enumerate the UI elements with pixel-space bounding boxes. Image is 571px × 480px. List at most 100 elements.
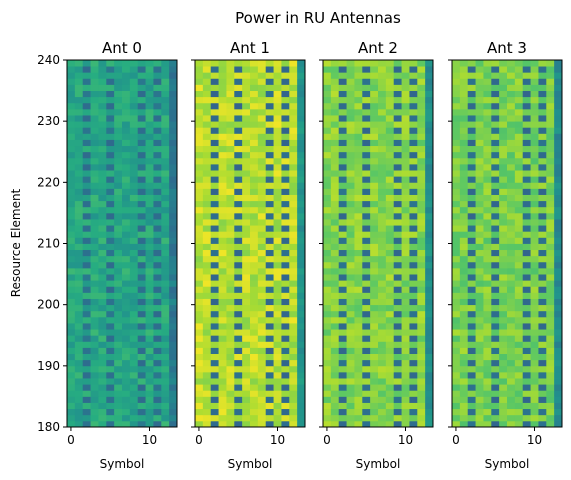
heatmap-cell xyxy=(554,72,563,79)
heatmap-cell xyxy=(538,292,547,299)
heatmap-cell xyxy=(122,286,131,293)
heatmap-cell xyxy=(67,378,76,385)
heatmap-cell xyxy=(202,170,212,177)
heatmap-cell xyxy=(257,170,267,177)
heatmap-cell xyxy=(161,206,170,214)
heatmap-cell xyxy=(378,78,387,85)
heatmap-cell xyxy=(273,341,282,348)
heatmap-cell xyxy=(257,396,267,403)
heatmap-cell xyxy=(297,353,306,361)
heatmap-cell xyxy=(393,200,402,208)
heatmap-cell xyxy=(385,188,395,195)
heatmap-cell xyxy=(145,359,154,367)
heatmap-cell xyxy=(530,102,539,110)
heatmap-cell xyxy=(522,163,531,171)
heatmap-cell xyxy=(161,212,170,220)
heatmap-cell xyxy=(153,115,162,122)
heatmap-cell xyxy=(346,133,355,140)
heatmap-cell xyxy=(538,402,547,410)
heatmap-cell xyxy=(289,261,298,269)
heatmap-cell xyxy=(491,298,500,306)
heatmap-cell xyxy=(409,353,418,361)
heatmap-cell xyxy=(74,261,84,269)
heatmap-cell xyxy=(483,212,492,220)
heatmap-cell xyxy=(323,200,332,208)
heatmap-cell xyxy=(195,133,204,140)
heatmap-cell xyxy=(297,261,306,269)
heatmap-cell xyxy=(507,66,516,73)
heatmap-cell xyxy=(362,108,371,116)
heatmap-cell xyxy=(234,249,243,257)
heatmap-cell xyxy=(202,188,212,195)
heatmap-cell xyxy=(483,408,492,416)
heatmap-cell xyxy=(265,121,274,128)
heatmap-cell xyxy=(323,414,332,422)
heatmap-cell xyxy=(202,219,212,226)
heatmap-cell xyxy=(250,78,259,85)
heatmap-cell xyxy=(459,145,469,153)
heatmap-cell xyxy=(234,115,243,122)
heatmap-cell xyxy=(452,133,461,140)
heatmap-cell xyxy=(98,182,107,189)
heatmap-cell xyxy=(425,206,434,214)
heatmap-cell xyxy=(145,396,154,403)
heatmap-cell xyxy=(289,329,298,336)
heatmap-cell xyxy=(483,151,492,159)
heatmap-cell xyxy=(273,292,282,299)
heatmap-cell xyxy=(250,90,259,98)
heatmap-cell xyxy=(218,420,227,428)
heatmap-cell xyxy=(234,108,243,116)
heatmap-cell xyxy=(74,60,84,67)
heatmap-cell xyxy=(467,384,476,391)
heatmap-cell xyxy=(153,108,162,116)
heatmap-cell xyxy=(483,414,492,422)
heatmap-cell xyxy=(452,163,461,171)
heatmap-cell xyxy=(483,72,492,79)
heatmap-cell xyxy=(354,66,363,73)
heatmap-cell xyxy=(378,157,387,165)
heatmap-cell xyxy=(530,157,539,165)
heatmap-cell xyxy=(530,194,539,202)
heatmap-cell xyxy=(459,286,469,293)
heatmap-cell xyxy=(546,133,555,140)
heatmap-cell xyxy=(195,145,204,153)
heatmap-cell xyxy=(106,286,115,293)
heatmap-cell xyxy=(346,206,355,214)
heatmap-cell xyxy=(323,157,332,165)
heatmap-cell xyxy=(467,66,476,73)
heatmap-cell xyxy=(297,151,306,159)
heatmap-cell xyxy=(289,151,298,159)
heatmap-cell xyxy=(346,176,355,183)
heatmap-cell xyxy=(90,323,99,330)
heatmap-cell xyxy=(289,267,298,275)
heatmap-cell xyxy=(98,329,107,336)
heatmap-cell xyxy=(273,127,282,134)
heatmap-cell xyxy=(475,249,484,257)
heatmap-cell xyxy=(195,90,204,98)
heatmap-cell xyxy=(129,316,139,324)
heatmap-cell xyxy=(210,408,219,416)
heatmap-cell xyxy=(153,225,162,232)
heatmap-cell xyxy=(98,353,107,361)
heatmap-cell xyxy=(323,127,332,134)
heatmap-cell xyxy=(82,243,91,251)
heatmap-cell xyxy=(273,219,282,226)
heatmap-cell xyxy=(354,157,363,165)
heatmap-cell xyxy=(385,115,395,122)
heatmap-cell xyxy=(401,127,410,134)
heatmap-cell xyxy=(202,292,212,299)
heatmap-cell xyxy=(338,115,347,122)
heatmap-cell xyxy=(289,274,298,281)
heatmap-cell xyxy=(409,157,418,165)
heatmap-cell xyxy=(459,341,469,348)
heatmap-cell xyxy=(153,72,162,79)
heatmap-cell xyxy=(385,108,395,116)
heatmap-cell xyxy=(393,72,402,79)
heatmap-cell xyxy=(153,139,162,147)
heatmap-cell xyxy=(499,66,508,73)
heatmap-cell xyxy=(538,231,547,238)
heatmap-cell xyxy=(106,249,115,257)
heatmap-cell xyxy=(129,139,139,147)
heatmap-cell xyxy=(393,316,402,324)
heatmap-cell xyxy=(546,170,555,177)
